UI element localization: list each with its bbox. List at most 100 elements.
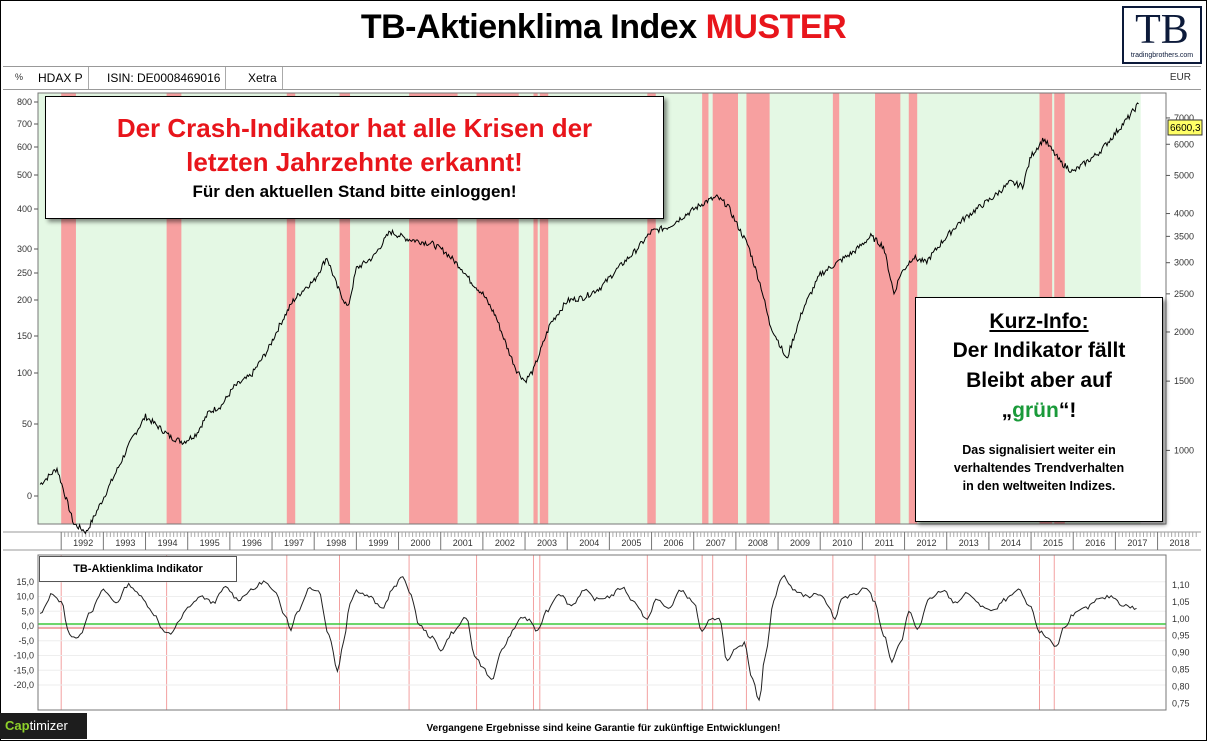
symbol-field[interactable]: HDAX P <box>33 67 89 89</box>
kurz-line-1: Der Indikator fällt <box>952 339 1126 362</box>
left-tick-label-1: 50 <box>22 419 32 429</box>
kurz-info-box: Kurz-Info: Der Indikator fällt Bleibt ab… <box>915 297 1163 522</box>
kurz-line-2: Bleibt aber auf <box>966 369 1112 392</box>
kurz-line-3: „grün“! <box>916 396 1162 426</box>
year-label-17: 2009 <box>790 538 810 548</box>
year-label-24: 2016 <box>1085 538 1105 548</box>
right-tick-label-1: 1500 <box>1174 376 1194 386</box>
left-tick-label-3: 150 <box>17 331 32 341</box>
year-label-22: 2014 <box>1001 538 1021 548</box>
year-label-3: 1995 <box>200 538 220 548</box>
left-tick-label-9: 600 <box>17 142 32 152</box>
left-tick-label-11: 800 <box>17 97 32 107</box>
right-tick-label-0: 1000 <box>1174 445 1194 455</box>
red-zone-top-6 <box>533 93 538 524</box>
year-label-12: 2004 <box>579 538 599 548</box>
indicator-label: TB-Aktienklima Indikator <box>39 556 237 582</box>
left-tick-label-5: 250 <box>17 268 32 278</box>
year-label-6: 1998 <box>326 538 346 548</box>
brand-prefix: Cap <box>5 718 30 733</box>
ind-right-label-7: 0,75 <box>1172 698 1190 708</box>
last-value-box <box>1167 119 1203 136</box>
year-label-13: 2005 <box>621 538 641 548</box>
ind-left-label-7: -20,0 <box>13 680 34 690</box>
currency-label: EUR <box>1169 72 1191 83</box>
ind-left-label-0: 15,0 <box>16 577 34 587</box>
red-zone-top-13 <box>875 93 901 524</box>
right-tick-label-3: 2500 <box>1174 289 1194 299</box>
green-word: grün <box>1012 399 1059 422</box>
year-label-26: 2018 <box>1170 538 1190 548</box>
red-zone-top-14 <box>908 93 918 524</box>
left-tick-label-7: 400 <box>17 204 32 214</box>
kurz-small-1: Das signalisiert weiter ein <box>962 443 1116 457</box>
year-label-25: 2017 <box>1127 538 1147 548</box>
kurz-small-text: Das signalisiert weiter ein verhaltendes… <box>916 440 1162 496</box>
year-label-8: 2000 <box>411 538 431 548</box>
exchange-field[interactable]: Xetra <box>243 67 283 89</box>
quote-open: „ <box>1001 399 1013 422</box>
left-tick-label-8: 500 <box>17 170 32 180</box>
page-title: TB-Aktienklima Index MUSTER <box>0 8 1207 47</box>
bottom-panel-border <box>37 554 1167 711</box>
right-tick-label-6: 4000 <box>1174 209 1194 219</box>
right-tick-label-7: 5000 <box>1174 170 1194 180</box>
captimizer-brand: Captimizer <box>0 713 87 739</box>
right-tick-label-2: 2000 <box>1174 327 1194 337</box>
year-label-11: 2003 <box>537 538 557 548</box>
year-label-2: 1994 <box>158 538 178 548</box>
top-panel-border <box>37 92 1167 525</box>
ind-left-label-6: -15,0 <box>13 665 34 675</box>
crash-info-box: Der Crash-Indikator hat alle Krisen der … <box>45 96 664 219</box>
year-label-14: 2006 <box>664 538 684 548</box>
red-zone-top-9 <box>702 93 709 524</box>
right-tick-label-5: 3500 <box>1174 231 1194 241</box>
red-zone-top-2 <box>286 93 296 524</box>
percent-label: % <box>15 72 24 82</box>
logo: TB tradingbrothers.com <box>1122 6 1202 64</box>
left-tick-label-4: 200 <box>17 295 32 305</box>
year-label-23: 2015 <box>1043 538 1063 548</box>
indicator-line <box>39 574 1137 702</box>
year-label-21: 2013 <box>959 538 979 548</box>
isin-field[interactable]: ISIN: DE0008469016 <box>102 67 227 89</box>
red-zone-top-12 <box>832 93 840 524</box>
year-label-20: 2012 <box>917 538 937 548</box>
year-label-19: 2011 <box>875 538 894 548</box>
crash-line-2: letzten Jahrzehnte erkannt! <box>186 147 523 177</box>
ind-right-label-6: 0,80 <box>1172 681 1190 691</box>
ind-right-label-5: 0,85 <box>1172 665 1190 675</box>
ind-left-label-4: -5,0 <box>18 636 34 646</box>
kurz-small-2: verhaltendes Trendverhalten <box>953 461 1125 475</box>
year-label-18: 2010 <box>832 538 852 548</box>
ind-right-label-4: 0,90 <box>1172 648 1190 658</box>
crash-line-3: Für den aktuellen Stand bitte einloggen! <box>192 182 517 201</box>
ind-left-label-1: 10,0 <box>16 592 34 602</box>
red-zone-top-7 <box>539 93 549 524</box>
brand-suffix: timizer <box>29 718 68 733</box>
quote-close: “! <box>1058 399 1077 422</box>
left-tick-label-6: 300 <box>17 244 32 254</box>
left-tick-label-2: 100 <box>17 368 32 378</box>
title-main: TB-Aktienklima Index <box>360 8 697 46</box>
disclaimer: Vergangene Ergebnisse sind keine Garanti… <box>426 723 781 734</box>
ind-right-label-2: 1,00 <box>1172 614 1190 624</box>
ind-left-label-2: 5,0 <box>21 606 34 616</box>
red-zone-top-3 <box>339 93 351 524</box>
left-tick-label-10: 700 <box>17 119 32 129</box>
red-zone-top-8 <box>647 93 656 524</box>
year-label-1: 1993 <box>115 538 135 548</box>
kurz-small-3: in den weltweiten Indizes. <box>962 479 1116 493</box>
logo-text: TB <box>1135 7 1189 53</box>
chart-toolbar: % HDAX P ISIN: DE0008469016 Xetra EUR <box>3 66 1201 90</box>
price-line <box>39 102 1139 535</box>
red-zone-top-11 <box>746 93 770 524</box>
year-label-5: 1997 <box>284 538 304 548</box>
red-zone-top-10 <box>712 93 738 524</box>
crash-line-1: Der Crash-Indikator hat alle Krisen der <box>116 113 593 143</box>
ind-right-label-0: 1,10 <box>1172 580 1190 590</box>
right-tick-label-4: 3000 <box>1174 258 1194 268</box>
year-label-10: 2002 <box>495 538 515 548</box>
year-label-7: 1999 <box>368 538 388 548</box>
right-tick-label-8: 6000 <box>1174 139 1194 149</box>
